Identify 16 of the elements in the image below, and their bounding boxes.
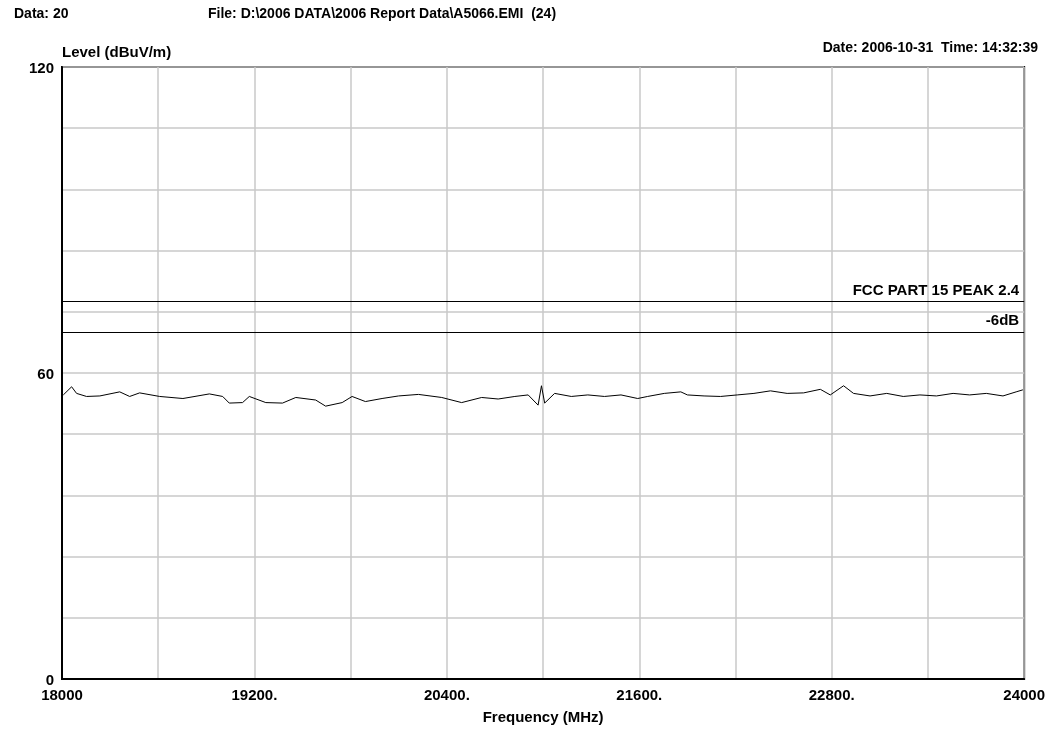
x-tick-label: 22800. xyxy=(808,686,855,703)
y-tick-label: 0 xyxy=(45,670,54,688)
chart-title: File: D:\2006 DATA\2006 Report Data\A5066.EMI (24) xyxy=(208,5,557,21)
ref-line-label: -6dB xyxy=(985,311,1020,329)
x-axis-title: Frequency (MHz) xyxy=(482,708,604,725)
text: Date: 2006-10-31 Time: 14:32:39 xyxy=(822,39,1039,55)
ref-line-label: FCC PART 15 PEAK 2.4 xyxy=(852,280,1020,298)
x-tick-label: 19200. xyxy=(231,686,278,703)
y-tick-label: 120 xyxy=(28,58,54,76)
x-tick-label: 21600. xyxy=(616,686,663,703)
y-axis-title: Level (dBuV/m) xyxy=(62,43,172,60)
x-tick-label: 18000 xyxy=(41,686,83,703)
y-tick-label: 60 xyxy=(37,364,54,382)
x-tick-label: 20400. xyxy=(423,686,470,703)
x-tick-label: 24000 xyxy=(1003,686,1045,703)
text: Data: 20 xyxy=(14,5,69,21)
